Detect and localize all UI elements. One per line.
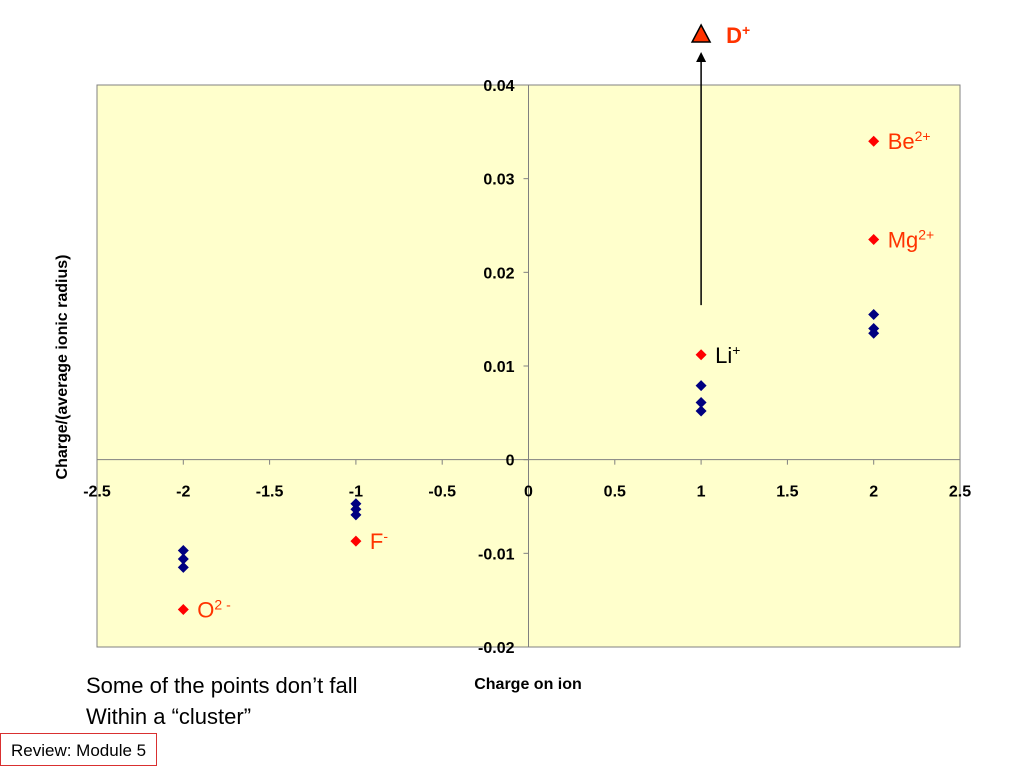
y-tick-label: 0.01	[483, 359, 514, 376]
data-point	[177, 553, 189, 565]
point-label-superscript: +	[732, 342, 740, 358]
data-point	[868, 308, 880, 320]
point-label-superscript: 2+	[918, 227, 934, 243]
data-point	[350, 535, 362, 547]
point-label-superscript: 2+	[915, 128, 931, 144]
data-point	[695, 349, 707, 361]
footer-badge: Review: Module 5	[0, 733, 158, 766]
y-tick-label: 0	[506, 453, 515, 470]
data-point	[868, 234, 880, 246]
x-axis-ticks: -2.5 -2 -1.5 -1 -0.5 0 0.5 1 1.5 2 2.5	[83, 459, 971, 501]
data-point	[177, 604, 189, 616]
x-tick-label: 2	[869, 484, 878, 501]
point-label: Mg2+	[888, 227, 935, 253]
note-text: Some of the points don’t fall Within a “…	[86, 670, 358, 732]
data-point	[177, 561, 189, 573]
data-point	[695, 397, 707, 409]
x-tick-label: -1	[349, 484, 363, 501]
x-tick-label: -2.5	[83, 484, 111, 501]
note-line-2: Within a “cluster”	[86, 704, 252, 729]
y-axis-title: Charge/(average ionic radius)	[54, 255, 71, 480]
data-point	[350, 509, 362, 521]
point-label-superscript: 2 -	[214, 597, 231, 613]
y-tick-label: 0.02	[483, 265, 514, 282]
y-tick-label: -0.02	[478, 640, 515, 657]
arrow-head	[696, 52, 707, 62]
note-line-1: Some of the points don’t fall	[86, 673, 358, 698]
y-tick-label: 0.04	[483, 78, 514, 95]
data-point	[350, 498, 362, 510]
x-tick-label: 1	[697, 484, 706, 501]
d-plus-superscript: +	[742, 22, 750, 38]
data-point	[695, 380, 707, 392]
y-tick-label: 0.03	[483, 172, 514, 189]
data-point	[868, 327, 880, 339]
data-point	[177, 545, 189, 557]
x-tick-label: -1.5	[256, 484, 284, 501]
y-tick-label: -0.01	[478, 546, 515, 563]
point-label-superscript: -	[383, 528, 388, 544]
data-point	[695, 405, 707, 417]
y-axis-ticks: 0.04 0.03 0.02 0.01 0 -0.01 -0.02	[478, 78, 529, 657]
annotations: D+	[690, 22, 750, 306]
data-point	[868, 135, 880, 147]
x-axis-title: Charge on ion	[474, 676, 582, 693]
x-tick-label: 2.5	[949, 484, 971, 501]
x-tick-label: -0.5	[428, 484, 456, 501]
x-tick-label: 1.5	[776, 484, 798, 501]
data-point	[350, 503, 362, 515]
x-tick-label: 0	[524, 484, 533, 501]
x-tick-label: -2	[176, 484, 190, 501]
d-plus-label: D+	[726, 22, 750, 48]
point-label: O2 -	[197, 597, 231, 623]
d-plus-marker	[690, 23, 712, 43]
x-tick-label: 0.5	[604, 484, 626, 501]
